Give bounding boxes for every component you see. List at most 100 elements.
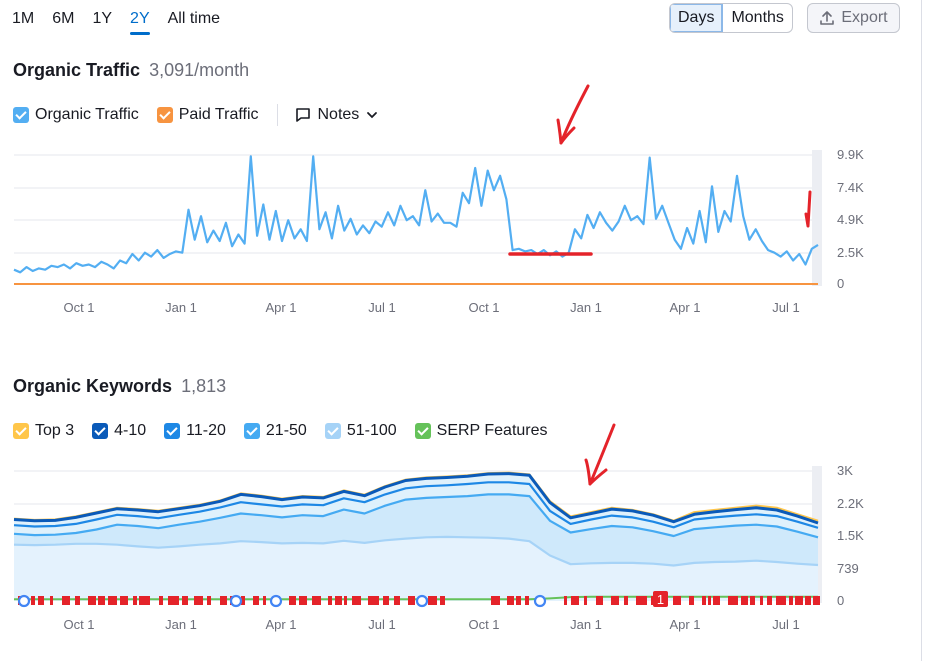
serp-feature-flag [168, 596, 179, 605]
serp-feature-flag [98, 596, 105, 605]
chevron-down-icon [367, 112, 378, 119]
serp-feature-flag [133, 596, 137, 605]
serp-feature-flag [516, 596, 521, 605]
days-button[interactable]: Days [670, 4, 724, 32]
legend-label: 51-100 [346, 422, 397, 439]
notes-dropdown[interactable]: Notes [294, 106, 380, 124]
x-tick-label: Apr 1 [669, 617, 700, 632]
checkbox-icon [92, 423, 109, 439]
checkbox-icon [324, 423, 341, 439]
serp-feature-flag [741, 596, 748, 605]
scroll-shade [812, 150, 822, 286]
y-tick-label: 739 [837, 561, 859, 576]
serp-feature-flag [207, 596, 211, 605]
legend-serp-features[interactable]: SERP Features [414, 422, 548, 440]
range-all-time[interactable]: All time [167, 10, 221, 27]
serp-feature-flag [673, 596, 681, 605]
traffic-legend: Organic Traffic Paid Traffic Notes [13, 104, 379, 126]
serp-feature-flag [38, 596, 44, 605]
range-2y[interactable]: 2Y [130, 8, 150, 35]
serp-feature-flag [750, 596, 755, 605]
range-1y[interactable]: 1Y [92, 10, 113, 27]
y-tick-label: 3K [837, 463, 853, 478]
serp-feature-flag [62, 596, 70, 605]
serp-feature-flag [31, 596, 35, 605]
series-line-51-100 [13, 535, 819, 567]
serp-feature-flag [335, 596, 342, 605]
series-line-4-10 [13, 472, 819, 525]
google-icon [229, 594, 243, 608]
serp-feature-flag [708, 596, 711, 605]
serp-feature-flag [159, 596, 163, 605]
serp-feature-flag [611, 596, 619, 605]
note-marker [653, 591, 668, 607]
keywords-value: 1,813 [181, 376, 227, 396]
legend-paid-traffic[interactable]: Paid Traffic [156, 106, 259, 124]
serp-feature-flag [571, 596, 579, 605]
serp-feature-flag [394, 596, 400, 605]
x-tick-label: Apr 1 [669, 300, 700, 315]
legend-label: 11-20 [186, 422, 226, 439]
annotation-arrow [556, 84, 590, 145]
panel-edge [921, 0, 922, 661]
checkbox-icon [243, 423, 260, 439]
y-tick-label: 0 [837, 593, 844, 608]
note-marker-count: 1 [657, 592, 664, 607]
google-icon [17, 594, 31, 608]
y-tick-label: 7.4K [837, 180, 864, 195]
x-tick-label: Oct 1 [63, 617, 94, 632]
legend-11-20[interactable]: 11-20 [164, 422, 226, 440]
export-label: Export [841, 9, 888, 26]
range-6m[interactable]: 6M [52, 10, 75, 27]
x-tick-label: Apr 1 [265, 617, 296, 632]
x-tick-label: Jan 1 [570, 617, 602, 632]
y-tick-label: 2.5K [837, 245, 864, 260]
serp-feature-flag [776, 596, 786, 605]
legend-51-100[interactable]: 51-100 [324, 422, 397, 440]
legend-organic-traffic[interactable]: Organic Traffic [13, 106, 139, 124]
date-range-selector: 1M 6M 1Y 2Y All time [12, 8, 238, 35]
serp-feature-flag [651, 596, 654, 605]
serp-feature-flag [813, 596, 820, 605]
x-tick-label: Jul 1 [772, 617, 799, 632]
serp-feature-flag [789, 596, 793, 605]
serp-feature-flag [491, 596, 500, 605]
y-tick-label: 2.2K [837, 496, 864, 511]
serp-feature-flag [507, 596, 514, 605]
checkbox-icon [164, 423, 181, 439]
serp-feature-flag [139, 596, 150, 605]
serp-feature-flag [289, 596, 296, 605]
serp-feature-flag [636, 596, 647, 605]
area-fill-51-100 [14, 536, 818, 601]
traffic-value: 3,091/month [149, 60, 250, 80]
checkbox-icon [13, 423, 29, 439]
serp-feature-flag [120, 596, 128, 605]
annotation-arrow [584, 423, 616, 486]
y-tick-label: 1.5K [837, 528, 864, 543]
legend-label: Top 3 [35, 422, 75, 439]
serp-feature-flag [525, 596, 529, 605]
x-tick-label: Oct 1 [468, 617, 499, 632]
serp-feature-flag [263, 596, 266, 605]
serp-feature-flag [312, 596, 321, 605]
legend-top-3[interactable]: Top 3 [13, 422, 74, 440]
legend-label: SERP Features [436, 422, 548, 439]
checkbox-icon [156, 107, 173, 123]
range-1m[interactable]: 1M [12, 10, 35, 27]
serp-feature-flag [50, 596, 53, 605]
x-tick-label: Jan 1 [165, 300, 197, 315]
x-tick-label: Jan 1 [165, 617, 197, 632]
legend-4-10[interactable]: 4-10 [92, 422, 146, 440]
keywords-legend: Top 3 4-10 11-20 21-50 51-100 SERP Features [13, 422, 566, 440]
serp-feature-flag [767, 596, 772, 605]
traffic-title-text: Organic Traffic [13, 60, 141, 80]
legend-label: 4-10 [114, 422, 147, 439]
serp-feature-flag [596, 596, 603, 605]
legend-21-50[interactable]: 21-50 [243, 422, 307, 440]
export-button[interactable]: Export [807, 3, 900, 33]
legend-divider [276, 104, 278, 126]
months-button[interactable]: Months [731, 9, 784, 26]
keywords-title: Organic Keywords 1,813 [13, 376, 226, 397]
checkbox-icon [414, 423, 431, 439]
